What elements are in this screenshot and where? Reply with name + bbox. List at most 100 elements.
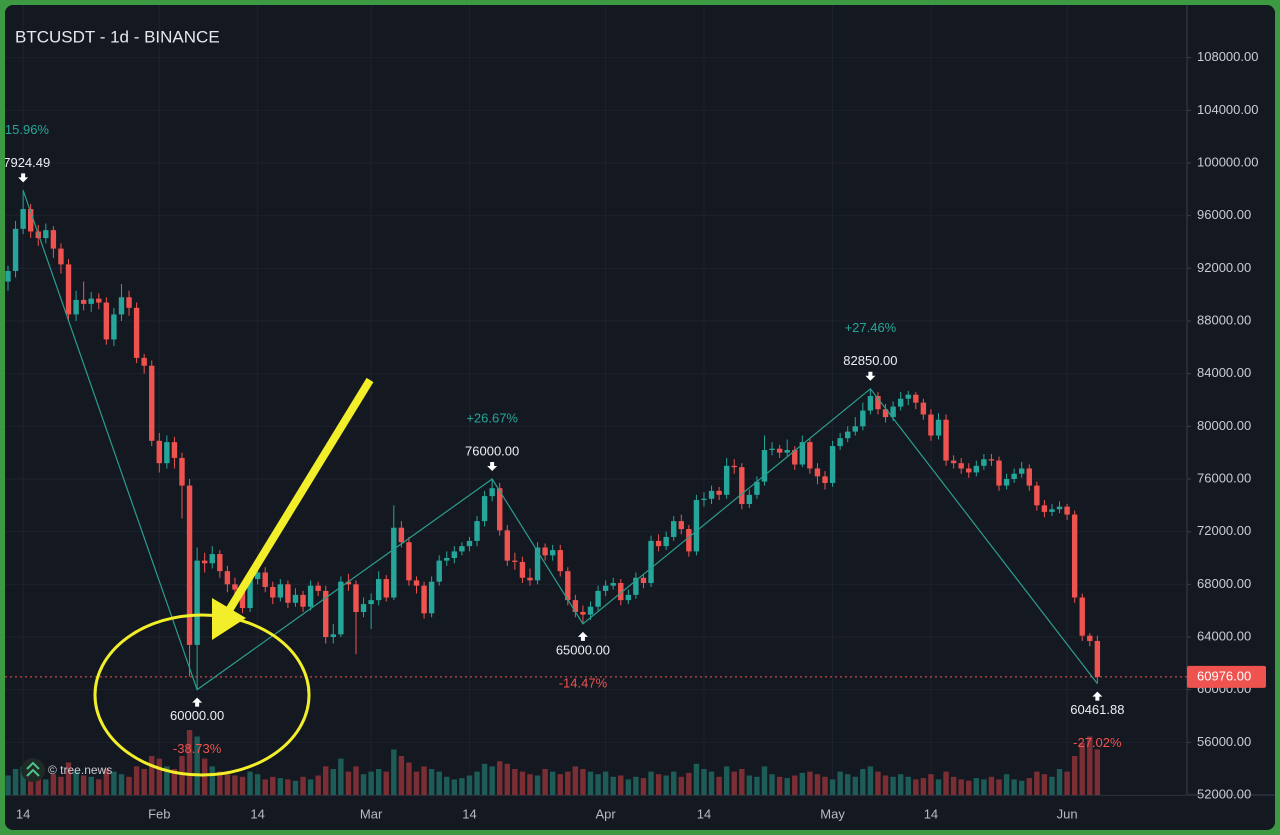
candle-body	[391, 527, 397, 598]
zigzag-line	[22, 190, 1098, 691]
candle-body	[421, 585, 427, 614]
candle-body	[587, 606, 594, 615]
candle-body	[338, 581, 344, 635]
candle-body	[239, 589, 246, 609]
candle-body	[519, 561, 526, 578]
candle-body	[224, 571, 231, 585]
candle-body	[133, 307, 140, 358]
volume-bar	[88, 776, 94, 795]
candle-body	[270, 586, 276, 598]
volume-bar	[406, 762, 412, 795]
x-tick-label: Jun	[1057, 806, 1078, 821]
y-tick-label: 104000.00	[1197, 102, 1258, 117]
pivot-change-label: +15.96%	[0, 122, 49, 137]
volume-bar	[897, 774, 904, 795]
y-tick-label: 96000.00	[1197, 207, 1251, 222]
candle-body	[966, 468, 972, 473]
volume-bar	[723, 766, 730, 795]
volume-bar	[860, 769, 866, 795]
pivot-price-label: 82850.00	[843, 353, 897, 368]
candle-body	[232, 584, 238, 590]
volume-bar	[171, 769, 178, 795]
candle-body	[111, 314, 117, 340]
candle-body	[1019, 468, 1025, 474]
candle-body	[731, 465, 737, 468]
candle-body	[504, 530, 510, 561]
pivot-change-label: -14.47%	[559, 675, 608, 690]
volume-bar	[504, 763, 510, 795]
candle-body	[867, 396, 874, 411]
volume-bar	[1064, 771, 1070, 795]
watermark: © tree.news	[21, 758, 112, 782]
volume-bar	[149, 756, 155, 795]
candle-body	[65, 264, 72, 315]
volume-bar	[822, 776, 828, 795]
volume-bar	[209, 766, 215, 795]
volume-bar	[754, 776, 760, 795]
candle-body	[474, 521, 480, 541]
volume-bar	[489, 766, 495, 795]
volume-bar	[958, 779, 964, 795]
volume-bar	[111, 771, 117, 795]
candle-layer	[5, 190, 1101, 690]
volume-bar	[542, 769, 548, 795]
pivot-change-label: +27.46%	[845, 320, 897, 335]
candle-body	[73, 299, 79, 315]
volume-bar	[852, 776, 858, 795]
volume-bar	[648, 771, 654, 795]
volume-bar	[497, 761, 503, 795]
volume-bar	[731, 771, 737, 795]
pivot-arrow-up	[1092, 691, 1103, 701]
last-price-label: 60976.00	[1197, 668, 1251, 683]
volume-bar	[792, 775, 798, 795]
volume-bar	[633, 776, 639, 795]
volume-bar	[323, 766, 329, 795]
candle-body	[353, 584, 359, 612]
volume-bar	[201, 758, 208, 795]
volume-bar	[973, 778, 980, 795]
candle-body	[96, 298, 102, 303]
x-tick-label: 14	[462, 806, 476, 821]
annotation	[93, 377, 374, 777]
volume-bar	[466, 775, 473, 795]
volume-bar	[1019, 780, 1025, 795]
volume-bar	[640, 778, 647, 795]
volume-bar	[217, 771, 223, 795]
candle-body	[549, 550, 556, 556]
volume-bar	[247, 771, 253, 795]
volume-bar	[368, 771, 374, 795]
volume-bar	[96, 779, 102, 795]
candle-body	[618, 583, 624, 601]
volume-bar	[27, 771, 34, 795]
candle-body	[1094, 640, 1101, 677]
x-tick-label: 14	[250, 806, 264, 821]
volume-bar	[807, 771, 813, 795]
candle-body	[792, 450, 798, 465]
candle-body	[610, 583, 616, 586]
candle-body	[565, 571, 571, 601]
volume-bar	[549, 771, 556, 795]
candle-body	[845, 431, 851, 439]
candle-body	[481, 496, 488, 522]
volume-bar	[837, 771, 843, 795]
volume-bar	[133, 766, 140, 795]
volume-bar	[80, 775, 87, 795]
candle-body	[451, 551, 458, 558]
volume-bar	[126, 776, 132, 795]
volume-bar	[1087, 736, 1093, 795]
candle-body	[300, 594, 306, 607]
candle-body	[459, 546, 465, 552]
highlight-arrow-shaft	[224, 377, 374, 615]
candle-body	[701, 498, 707, 501]
y-tick-label: 68000.00	[1197, 576, 1251, 591]
pivot-arrow-down	[18, 173, 29, 183]
candle-body	[822, 476, 828, 483]
candle-body	[1011, 473, 1017, 479]
pivot-change-label: -38.73%	[173, 741, 222, 756]
y-tick-label: 88000.00	[1197, 312, 1251, 327]
pivot-price-label: 97924.49	[0, 155, 50, 170]
volume-bar	[565, 771, 571, 795]
volume-bar	[353, 766, 359, 795]
volume-bar	[935, 779, 942, 795]
volume-bar	[156, 758, 162, 795]
